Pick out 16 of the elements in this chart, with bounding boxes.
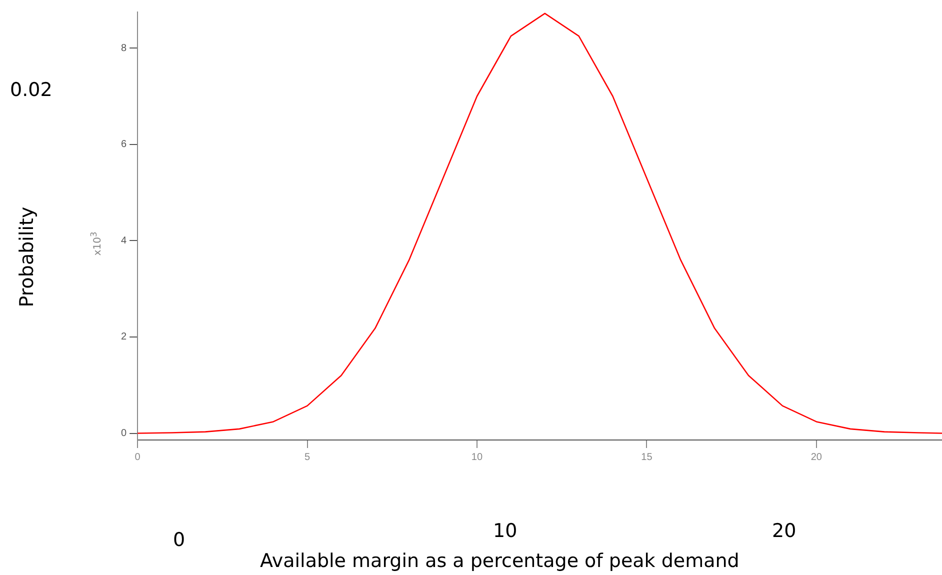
y-tick-label: 0: [121, 428, 127, 440]
x-tick-label: 10: [471, 452, 483, 463]
y-tick-label: 2: [121, 332, 127, 343]
text: 0: [173, 529, 186, 551]
x-tick-label: 5: [304, 452, 310, 463]
text: 0.02: [10, 79, 52, 101]
y-tick-label: 4: [121, 235, 127, 246]
text: 20: [772, 520, 796, 542]
x-tick-label: 0: [134, 452, 141, 463]
text: 10: [493, 520, 518, 542]
y-tick-label: 6: [121, 139, 127, 150]
y-tick-label: 8: [121, 42, 127, 54]
y-axis-title: Probability: [16, 206, 38, 308]
x-tick-label: 20: [810, 452, 822, 463]
x-axis-title: Available margin as a percentage of peak demand: [260, 550, 740, 572]
x-tick-label: 15: [641, 452, 653, 463]
